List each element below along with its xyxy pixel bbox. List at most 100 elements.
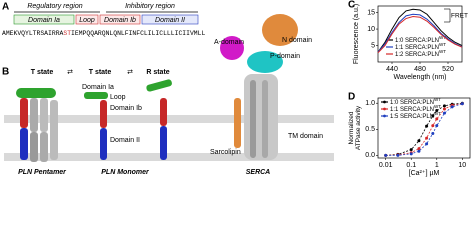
domain-box — [99, 14, 141, 25]
legend-label: 1:1 SERCA:PLNWT — [395, 42, 446, 50]
domain-box — [75, 14, 99, 25]
legend-label: 1:2 SERCA:PLNWT — [395, 49, 446, 57]
caption: PLN Monomer — [101, 169, 150, 176]
panel-label: A — [2, 2, 9, 13]
series-line — [385, 103, 463, 156]
data-point — [417, 147, 421, 151]
data-point — [409, 148, 413, 152]
y-axis-label: NormalizedATPase activity — [347, 105, 361, 150]
legend-name: 1:1 SERCA:PLN — [395, 45, 439, 51]
legend-marker — [383, 107, 386, 111]
legend-label: 1:1 SERCA:PLNWT — [390, 104, 441, 112]
region-label: Inhibitory region — [125, 3, 175, 10]
data-point — [460, 102, 464, 106]
series-line — [377, 8, 463, 53]
domain-label: Domain Ia — [28, 17, 60, 24]
series-line — [377, 16, 463, 54]
caption: PLN Pentamer — [18, 169, 67, 176]
data-point — [431, 114, 435, 118]
x-tick-label: 1 — [435, 162, 439, 169]
legend-superscript: WT — [434, 97, 441, 102]
y-tick-label: 15 — [367, 9, 375, 16]
monomer — [84, 92, 108, 160]
domain-label: TM domain — [288, 133, 323, 140]
legend-name: 1:5 SERCA:PLN — [390, 114, 434, 120]
legend-name: 1:0 SERCA:PLN — [395, 38, 439, 44]
x-tick-label: 440 — [386, 66, 398, 73]
legend-label: 1:5 SERCA:PLNWT — [390, 111, 441, 119]
data-point — [431, 124, 435, 128]
y-tick-label: 0.0 — [365, 152, 375, 159]
legend-marker — [383, 100, 386, 104]
y-tick-label: 1.0 — [365, 100, 375, 107]
data-point — [425, 124, 429, 128]
legend-name: 1:2 SERCA:PLN — [395, 52, 439, 58]
caption: SERCA — [246, 169, 271, 176]
arrow: ⇄ — [67, 69, 73, 76]
data-point — [442, 111, 446, 115]
data-point — [435, 124, 439, 128]
y-axis-label-part: Normalized — [347, 111, 354, 144]
x-tick-label: 10 — [458, 162, 466, 169]
legend-name: 1:0 SERCA:PLN — [390, 100, 434, 106]
data-point — [442, 107, 446, 111]
domain-label: N domain — [282, 37, 312, 44]
sequence-part: IEMPQ — [71, 30, 90, 37]
legend-superscript: WT — [434, 111, 441, 116]
data-point — [417, 149, 421, 153]
y-axis-label-part: ATPase activity — [355, 105, 362, 150]
membrane — [4, 153, 334, 161]
x-tick-label: 0.01 — [379, 162, 393, 169]
monomer — [146, 79, 172, 160]
domain-label: Domain II — [155, 17, 185, 24]
arrow: ⇄ — [127, 69, 133, 76]
domain-label: Loop — [79, 17, 95, 24]
domain-label: P-domain — [270, 53, 300, 60]
series-line — [385, 103, 463, 156]
pentamer — [16, 88, 58, 162]
data-point — [409, 152, 413, 156]
region-label: Regulatory region — [27, 3, 82, 10]
serca — [220, 14, 298, 160]
state-label: R state — [146, 69, 169, 76]
x-tick-label: 520 — [442, 66, 454, 73]
data-point — [417, 139, 421, 143]
sequence-part: AMEKVQYLTRSAIRRA — [2, 30, 64, 37]
x-axis-label: Wavelength (nm) — [393, 74, 446, 81]
plot-frame — [377, 97, 471, 159]
y-tick-label: 5 — [371, 42, 375, 49]
domain-label: Domain Ib — [110, 105, 142, 112]
data-point — [435, 109, 439, 113]
data-point — [384, 153, 388, 157]
state-label: T state — [89, 69, 112, 76]
legend-superscript: WT — [439, 42, 446, 47]
data-point — [425, 142, 429, 146]
membrane — [4, 115, 334, 123]
sequence-part: ST — [63, 30, 71, 37]
domain-label: A-domain — [214, 39, 244, 46]
y-tick-label: 10 — [367, 26, 375, 33]
data-point — [425, 136, 429, 140]
x-tick-label: 0.1 — [406, 162, 416, 169]
domain-label: Domain Ia — [82, 84, 114, 91]
data-point — [435, 117, 439, 121]
panel-label: B — [2, 67, 9, 78]
domain-label: Domain II — [110, 137, 140, 144]
panel-label: D — [348, 92, 355, 103]
legend-marker — [383, 114, 386, 118]
legend-superscript: WT — [434, 104, 441, 109]
legend-name: 1:1 SERCA:PLN — [390, 107, 434, 113]
state-label: T state — [31, 69, 54, 76]
data-point — [431, 131, 435, 135]
series-line — [377, 13, 463, 53]
figure: A Regulatory region Inhibitory region Do… — [2, 0, 471, 177]
legend-superscript: WT — [439, 49, 446, 54]
domain-label: Sarcolipin — [210, 149, 241, 156]
panel-label: C — [348, 0, 355, 11]
data-point — [442, 104, 446, 108]
domain-label: Domain Ib — [104, 17, 136, 24]
legend-label: 1:0 SERCA:PLNWT — [390, 97, 441, 105]
y-tick-label: 0.5 — [365, 126, 375, 133]
sequence: AMEKVQYLTRSAIRRASTIEMPQQARQNLQNLFINFCLIL… — [2, 30, 205, 37]
legend-superscript: WT — [439, 35, 446, 40]
